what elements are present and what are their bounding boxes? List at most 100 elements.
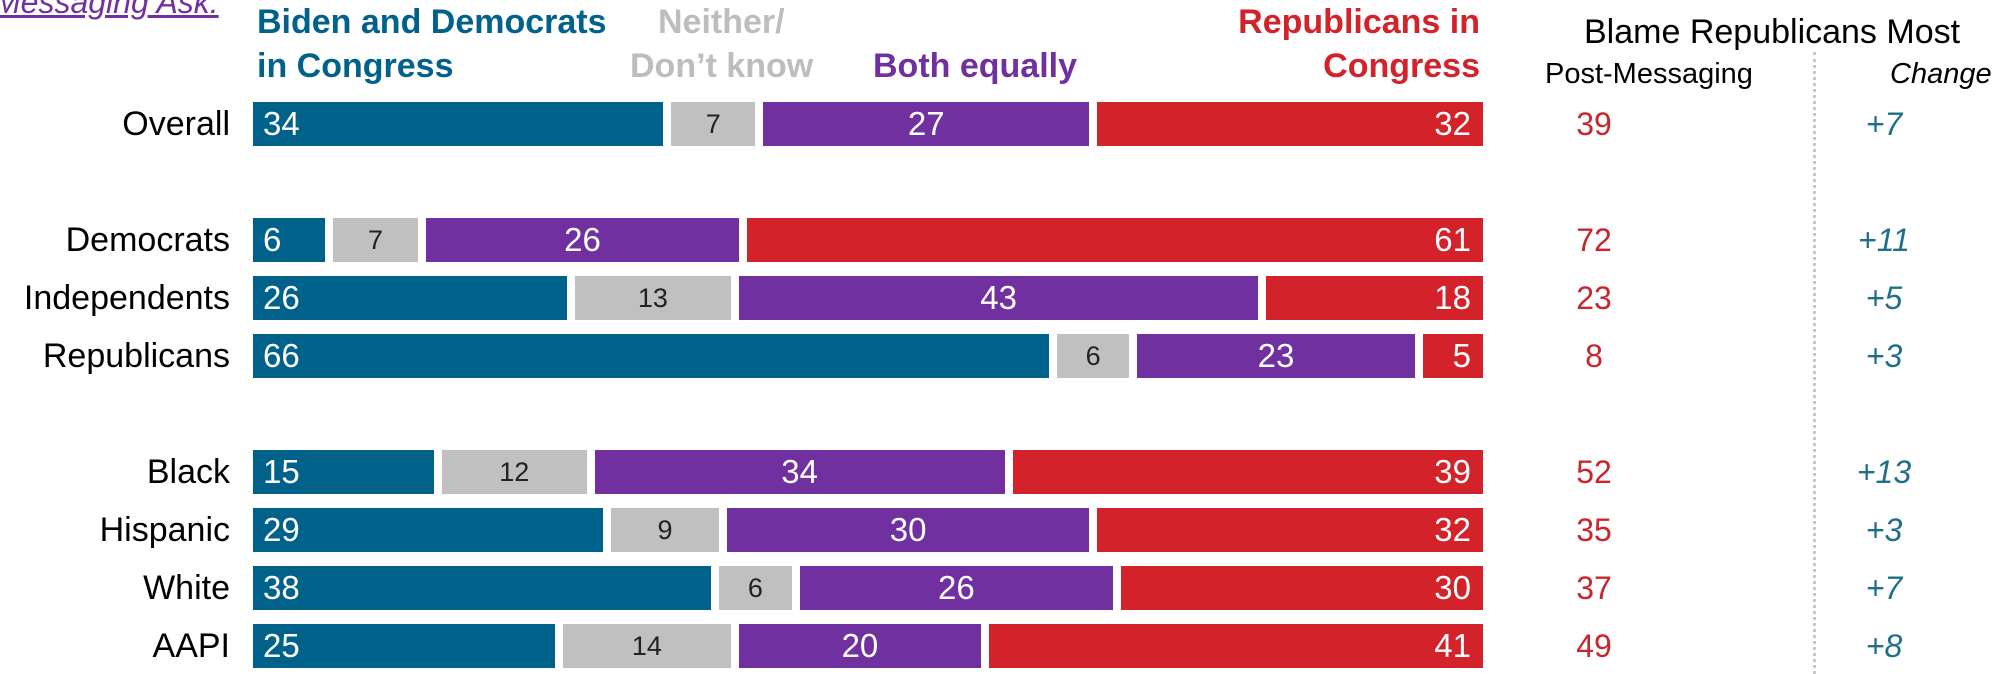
bar-label-republicans-black: 39 — [1434, 453, 1471, 490]
row-label-aapi: AAPI — [152, 627, 230, 665]
bar-label-both-hispanic: 30 — [889, 511, 927, 548]
row-label-black: Black — [146, 453, 230, 491]
bar-republicans-aapi — [988, 624, 1483, 668]
blame-republicans-title: Blame Republicans Most — [1584, 13, 1961, 51]
post-messaging-value-democrats: 72 — [1576, 222, 1612, 258]
bar-biden-democrats — [253, 218, 326, 262]
post-messaging-value-independents: 23 — [1576, 280, 1612, 316]
bar-both-republicans — [1137, 334, 1415, 378]
bar-label-biden-democrats: 6 — [263, 221, 282, 258]
bar-both-aapi — [739, 624, 981, 668]
bar-label-republicans-overall: 32 — [1434, 105, 1471, 142]
bar-biden-white — [253, 566, 712, 610]
bar-neither-aapi — [562, 624, 732, 668]
post-messaging-value-republicans: 8 — [1585, 338, 1603, 374]
post-messaging-value-hispanic: 35 — [1576, 512, 1612, 548]
change-value-aapi: +8 — [1865, 628, 1903, 664]
bar-label-neither-republicans: 6 — [1085, 341, 1101, 371]
bar-label-biden-hispanic: 29 — [263, 511, 300, 548]
legend-republicans-line2: Congress — [1323, 47, 1480, 85]
bar-both-independents — [739, 276, 1258, 320]
bar-label-neither-aapi: 14 — [631, 631, 662, 661]
bar-label-neither-democrats: 7 — [368, 225, 384, 255]
row-label-democrats: Democrats — [65, 221, 230, 259]
bar-republicans-republicans — [1422, 334, 1483, 378]
bar-republicans-independents — [1265, 276, 1483, 320]
bar-label-biden-white: 38 — [263, 569, 300, 606]
legend-biden-line1: Biden and Democrats — [257, 3, 607, 41]
bar-label-republicans-aapi: 41 — [1434, 627, 1471, 664]
bar-label-republicans-democrats: 61 — [1434, 221, 1471, 258]
bar-label-neither-independents: 13 — [637, 283, 668, 313]
bar-both-hispanic — [727, 508, 1090, 552]
bar-republicans-black — [1012, 450, 1483, 494]
bar-republicans-democrats — [747, 218, 1483, 262]
row-label-overall: Overall — [122, 105, 230, 143]
change-value-black: +13 — [1856, 454, 1912, 490]
bar-label-neither-black: 12 — [499, 457, 530, 487]
bar-biden-overall — [253, 102, 664, 146]
bar-neither-republicans — [1056, 334, 1130, 378]
bar-neither-overall — [671, 102, 756, 146]
bar-label-republicans-hispanic: 32 — [1434, 511, 1471, 548]
row-label-independents: Independents — [23, 279, 230, 317]
bar-biden-independents — [253, 276, 567, 320]
legend-republicans-line1: Republicans in — [1238, 3, 1480, 41]
bar-both-white — [799, 566, 1114, 610]
bar-republicans-hispanic — [1097, 508, 1483, 552]
change-value-hispanic: +3 — [1865, 512, 1903, 548]
bar-label-neither-white: 6 — [747, 573, 763, 603]
legend-neither-line1: Neither/ — [658, 3, 785, 41]
bar-neither-white — [719, 566, 792, 610]
bar-republicans-overall — [1097, 102, 1483, 146]
legend-neither-line2: Don’t know — [630, 47, 814, 85]
bar-both-democrats — [425, 218, 740, 262]
post-messaging-value-overall: 39 — [1576, 106, 1612, 142]
bar-label-both-overall: 27 — [907, 105, 945, 142]
bar-label-biden-overall: 34 — [263, 105, 300, 142]
bar-label-biden-black: 15 — [263, 453, 300, 490]
legend-neither: Neither/ Don’t know — [630, 0, 813, 88]
bar-label-neither-hispanic: 9 — [657, 515, 673, 545]
post-messaging-value-aapi: 49 — [1576, 628, 1612, 664]
bar-biden-republicans — [253, 334, 1049, 378]
column-divider — [1813, 52, 1816, 674]
change-label: Change — [1890, 58, 1992, 90]
change-value-white: +7 — [1865, 570, 1903, 606]
change-value-democrats: +11 — [1858, 222, 1910, 258]
bar-both-black — [594, 450, 1005, 494]
row-label-hispanic: Hispanic — [99, 511, 230, 549]
bar-label-biden-aapi: 25 — [263, 627, 300, 664]
bar-label-republicans-republicans: 5 — [1452, 337, 1471, 374]
legend-republicans: Republicans in Congress — [1180, 0, 1480, 88]
bar-both-overall — [763, 102, 1090, 146]
bar-neither-hispanic — [610, 508, 720, 552]
bar-republicans-white — [1121, 566, 1483, 610]
bar-biden-black — [253, 450, 434, 494]
legend-biden-line2: in Congress — [257, 47, 454, 85]
change-value-independents: +5 — [1865, 280, 1903, 316]
bar-label-republicans-white: 30 — [1434, 569, 1471, 606]
change-value-overall: +7 — [1865, 106, 1903, 142]
row-label-white: White — [143, 569, 230, 607]
bar-label-republicans-independents: 18 — [1434, 279, 1471, 316]
legend-both-line1: Both equally — [873, 47, 1078, 85]
row-label-republicans: Republicans — [42, 337, 230, 375]
bar-biden-aapi — [253, 624, 555, 668]
bar-label-neither-overall: 7 — [705, 109, 721, 139]
messaging-ask-link[interactable]: Messaging Ask: — [0, 0, 219, 20]
bar-label-both-independents: 43 — [980, 279, 1017, 316]
post-messaging-value-black: 52 — [1576, 454, 1612, 490]
bar-label-both-democrats: 26 — [564, 221, 601, 258]
post-messaging-value-white: 37 — [1576, 570, 1612, 606]
bar-label-both-aapi: 20 — [841, 627, 879, 664]
bar-neither-independents — [574, 276, 732, 320]
bar-label-both-black: 34 — [781, 453, 818, 490]
bar-label-biden-republicans: 66 — [263, 337, 300, 374]
bar-neither-democrats — [333, 218, 418, 262]
bar-label-biden-independents: 26 — [263, 279, 300, 316]
change-value-republicans: +3 — [1865, 338, 1903, 374]
bar-label-both-white: 26 — [938, 569, 975, 606]
bar-neither-black — [441, 450, 587, 494]
bar-label-both-republicans: 23 — [1257, 337, 1295, 374]
